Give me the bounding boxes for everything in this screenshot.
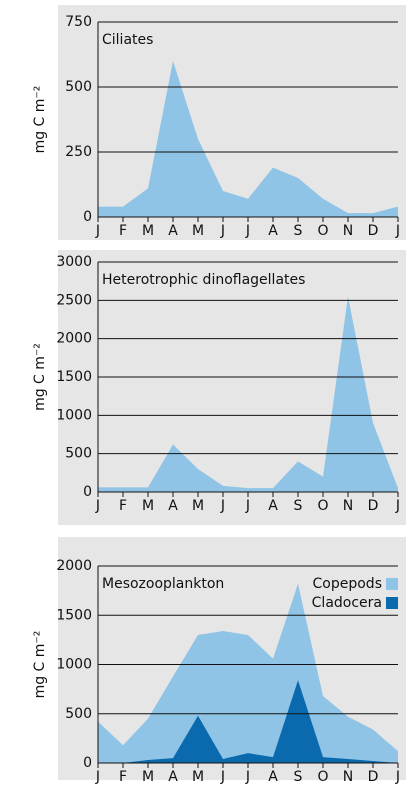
x-tick-label: N [343, 223, 353, 239]
x-tick-label: A [168, 223, 178, 239]
y-tick-label: 0 [83, 755, 92, 771]
y-tick-label: 2000 [56, 558, 92, 574]
x-tick-label: O [317, 498, 328, 514]
y-tick-label: 500 [65, 446, 92, 462]
y-axis-label: mg C m⁻² [32, 631, 48, 699]
y-tick-label: 1500 [56, 369, 92, 385]
x-tick-label: F [119, 498, 127, 514]
x-tick-label: J [220, 769, 225, 785]
y-tick-label: 500 [65, 706, 92, 722]
x-tick-label: F [119, 769, 127, 785]
x-tick-label: D [368, 498, 379, 514]
x-tick-label: M [142, 769, 154, 785]
x-tick-label: J [395, 498, 400, 514]
x-tick-label: D [368, 223, 379, 239]
legend-swatch [386, 578, 398, 590]
x-tick-label: J [245, 769, 250, 785]
y-tick-label: 3000 [56, 254, 92, 270]
y-axis-label: mg C m⁻² [32, 343, 48, 411]
x-tick-label: S [294, 498, 303, 514]
x-tick-label: S [294, 223, 303, 239]
x-tick-label: J [95, 498, 100, 514]
legend-swatch [386, 597, 398, 609]
area [98, 61, 398, 217]
x-tick-label: O [317, 769, 328, 785]
legend-label: Cladocera [312, 595, 382, 611]
x-tick-label: N [343, 769, 353, 785]
legend-label: Copepods [313, 576, 382, 592]
area [98, 583, 398, 763]
x-tick-label: J [245, 498, 250, 514]
x-tick-label: J [220, 223, 225, 239]
chart-title: Mesozooplankton [102, 576, 224, 592]
y-tick-label: 1000 [56, 407, 92, 423]
y-tick-label: 0 [83, 209, 92, 225]
x-tick-label: A [268, 769, 278, 785]
x-tick-label: M [192, 498, 204, 514]
x-tick-label: A [268, 498, 278, 514]
y-tick-label: 1500 [56, 607, 92, 623]
chart-title: Ciliates [102, 32, 153, 48]
x-tick-label: M [192, 223, 204, 239]
x-tick-label: M [142, 498, 154, 514]
y-tick-label: 500 [65, 79, 92, 95]
x-tick-label: M [192, 769, 204, 785]
y-tick-label: 2500 [56, 292, 92, 308]
x-tick-label: J [95, 223, 100, 239]
x-tick-label: S [294, 769, 303, 785]
x-tick-label: J [95, 769, 100, 785]
y-axis-label: mg C m⁻² [32, 86, 48, 154]
x-tick-label: A [268, 223, 278, 239]
x-tick-label: N [343, 498, 353, 514]
x-tick-label: J [395, 769, 400, 785]
x-tick-label: A [168, 769, 178, 785]
x-tick-label: J [245, 223, 250, 239]
x-tick-label: D [368, 769, 379, 785]
y-tick-label: 0 [83, 484, 92, 500]
x-tick-label: A [168, 498, 178, 514]
y-tick-label: 2000 [56, 331, 92, 347]
x-tick-label: J [220, 498, 225, 514]
x-tick-label: M [142, 223, 154, 239]
area [98, 296, 398, 492]
y-tick-label: 750 [65, 14, 92, 30]
x-tick-label: F [119, 223, 127, 239]
y-tick-label: 250 [65, 144, 92, 160]
y-tick-label: 1000 [56, 657, 92, 673]
x-tick-label: O [317, 223, 328, 239]
x-tick-label: J [395, 223, 400, 239]
chart-title: Heterotrophic dinoflagellates [102, 272, 305, 288]
